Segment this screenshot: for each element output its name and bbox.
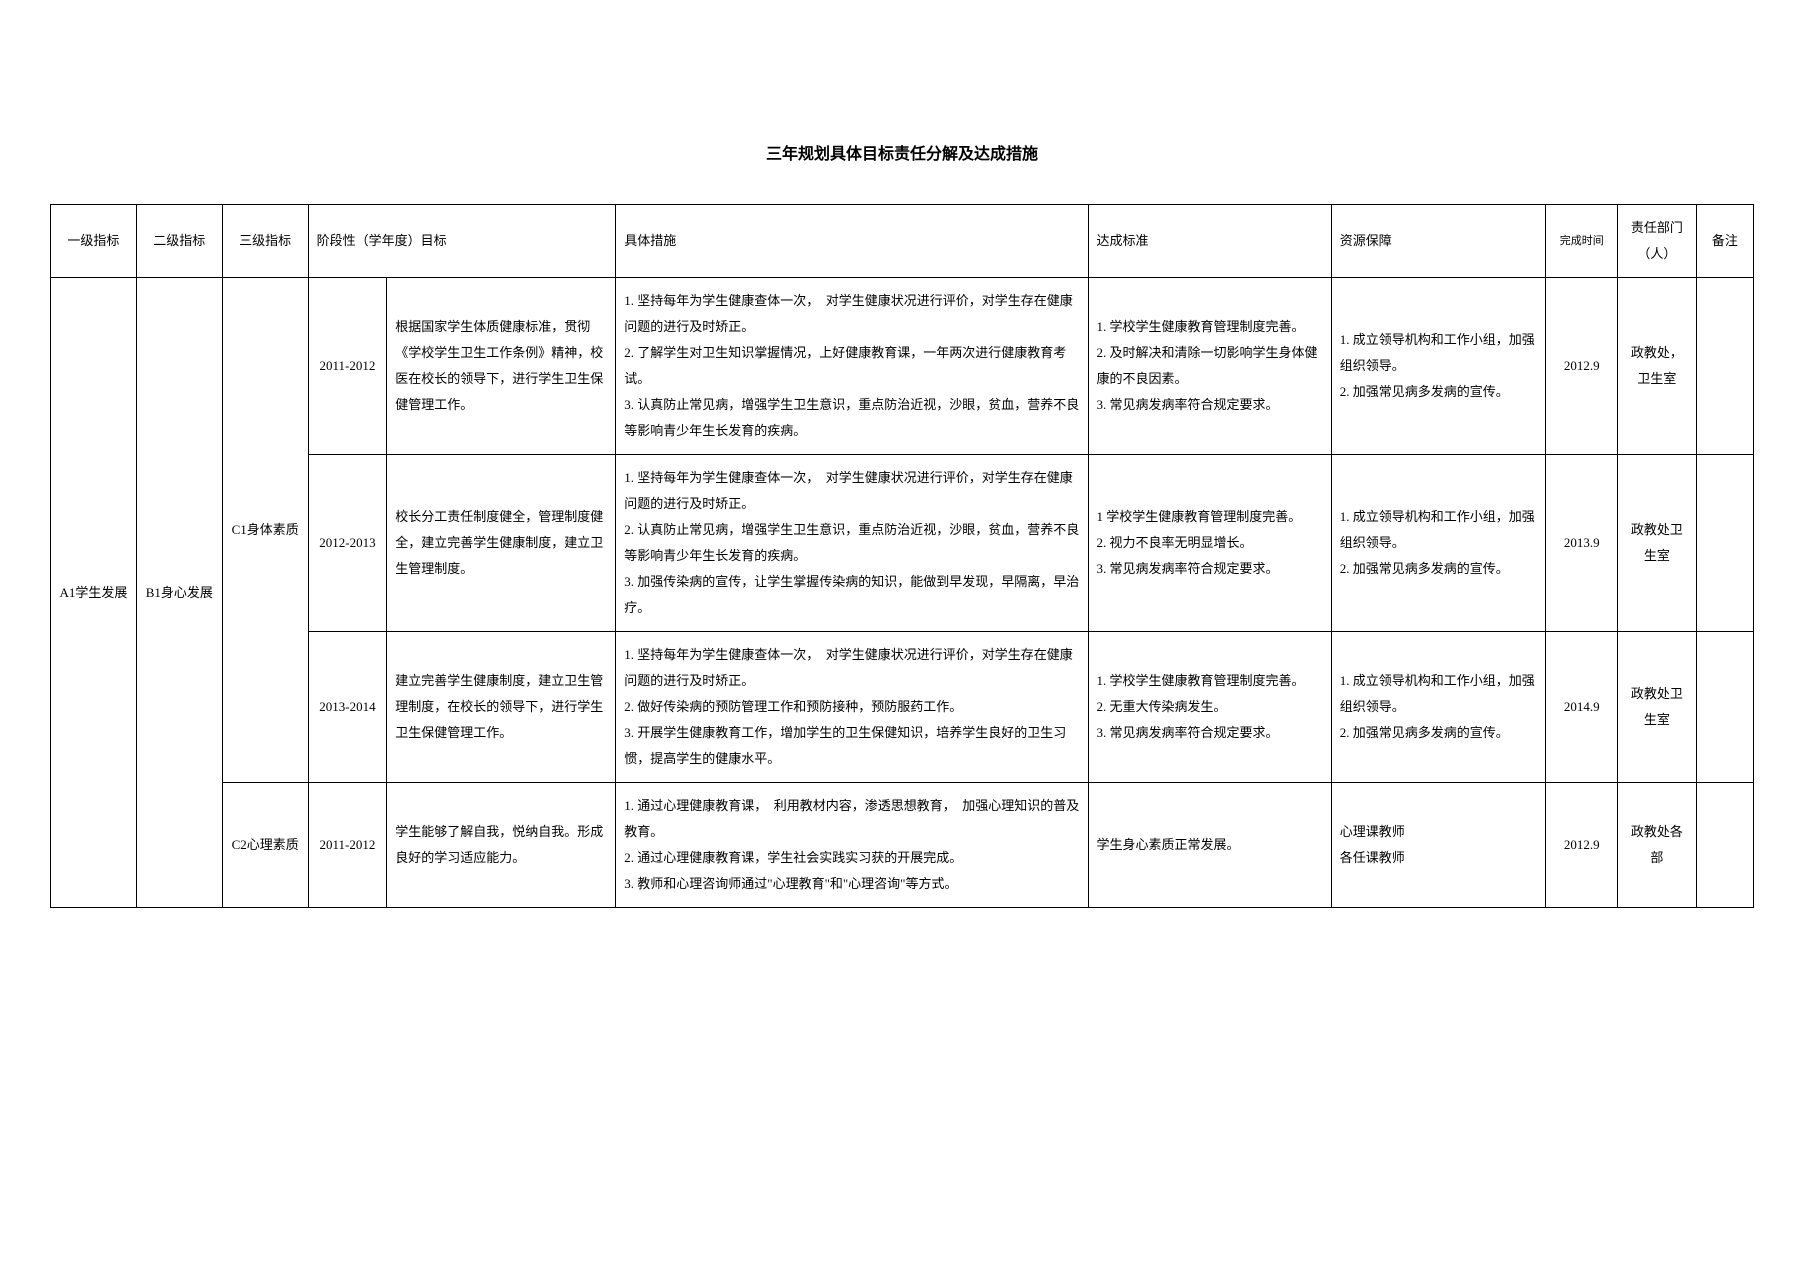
cell-dept: 政教处卫生室 xyxy=(1618,632,1697,783)
cell-dept: 政教处，卫生室 xyxy=(1618,278,1697,455)
cell-time: 2013.9 xyxy=(1546,455,1618,632)
cell-dept: 政教处各部 xyxy=(1618,783,1697,908)
planning-table: 一级指标 二级指标 三级指标 阶段性（学年度）目标 具体措施 达成标准 资源保障… xyxy=(50,204,1754,908)
cell-standard: 学生身心素质正常发展。 xyxy=(1088,783,1331,908)
cell-standard: 1. 学校学生健康教育管理制度完善。2. 无重大传染病发生。3. 常见病发病率符… xyxy=(1088,632,1331,783)
cell-measures: 1. 坚持每年为学生健康查体一次， 对学生健康状况进行评价，对学生存在健康问题的… xyxy=(616,278,1088,455)
cell-measures: 1. 通过心理健康教育课， 利用教材内容，渗透思想教育， 加强心理知识的普及教育… xyxy=(616,783,1088,908)
header-time: 完成时间 xyxy=(1546,205,1618,278)
header-level2: 二级指标 xyxy=(136,205,222,278)
cell-goal: 建立完善学生健康制度，建立卫生管理制度，在校长的领导下，进行学生卫生保健管理工作… xyxy=(387,632,616,783)
table-header-row: 一级指标 二级指标 三级指标 阶段性（学年度）目标 具体措施 达成标准 资源保障… xyxy=(51,205,1754,278)
page-title: 三年规划具体目标责任分解及达成措施 xyxy=(50,140,1754,164)
cell-resource: 1. 成立领导机构和工作小组，加强组织领导。2. 加强常见病多发病的宣传。 xyxy=(1331,278,1546,455)
cell-period: 2012-2013 xyxy=(308,455,387,632)
cell-period: 2011-2012 xyxy=(308,278,387,455)
cell-time: 2012.9 xyxy=(1546,278,1618,455)
cell-resource: 1. 成立领导机构和工作小组，加强组织领导。2. 加强常见病多发病的宣传。 xyxy=(1331,632,1546,783)
cell-goal: 校长分工责任制度健全，管理制度健全，建立完善学生健康制度，建立卫生管理制度。 xyxy=(387,455,616,632)
header-standard: 达成标准 xyxy=(1088,205,1331,278)
header-level1: 一级指标 xyxy=(51,205,137,278)
cell-goal: 学生能够了解自我，悦纳自我。形成良好的学习适应能力。 xyxy=(387,783,616,908)
header-resource: 资源保障 xyxy=(1331,205,1546,278)
cell-standard: 1. 学校学生健康教育管理制度完善。2. 及时解决和清除一切影响学生身体健康的不… xyxy=(1088,278,1331,455)
cell-resource: 心理课教师各任课教师 xyxy=(1331,783,1546,908)
cell-standard: 1 学校学生健康教育管理制度完善。2. 视力不良率无明显增长。3. 常见病发病率… xyxy=(1088,455,1331,632)
table-row: A1学生发展 B1身心发展 C1身体素质 2011-2012 根据国家学生体质健… xyxy=(51,278,1754,455)
cell-resource: 1. 成立领导机构和工作小组，加强组织领导。2. 加强常见病多发病的宣传。 xyxy=(1331,455,1546,632)
cell-note xyxy=(1696,632,1753,783)
cell-period: 2011-2012 xyxy=(308,783,387,908)
cell-dept: 政教处卫生室 xyxy=(1618,455,1697,632)
cell-note xyxy=(1696,278,1753,455)
header-note: 备注 xyxy=(1696,205,1753,278)
cell-note xyxy=(1696,783,1753,908)
header-measures: 具体措施 xyxy=(616,205,1088,278)
cell-goal: 根据国家学生体质健康标准，贯彻《学校学生卫生工作条例》精神，校医在校长的领导下，… xyxy=(387,278,616,455)
cell-time: 2012.9 xyxy=(1546,783,1618,908)
cell-time: 2014.9 xyxy=(1546,632,1618,783)
header-goal: 阶段性（学年度）目标 xyxy=(308,205,616,278)
cell-measures: 1. 坚持每年为学生健康查体一次， 对学生健康状况进行评价，对学生存在健康问题的… xyxy=(616,455,1088,632)
cell-level3-c2: C2心理素质 xyxy=(222,783,308,908)
cell-level2: B1身心发展 xyxy=(136,278,222,908)
cell-period: 2013-2014 xyxy=(308,632,387,783)
cell-measures: 1. 坚持每年为学生健康查体一次， 对学生健康状况进行评价，对学生存在健康问题的… xyxy=(616,632,1088,783)
cell-note xyxy=(1696,455,1753,632)
header-dept: 责任部门（人） xyxy=(1618,205,1697,278)
cell-level1: A1学生发展 xyxy=(51,278,137,908)
table-row: C2心理素质 2011-2012 学生能够了解自我，悦纳自我。形成良好的学习适应… xyxy=(51,783,1754,908)
cell-level3-c1: C1身体素质 xyxy=(222,278,308,783)
header-level3: 三级指标 xyxy=(222,205,308,278)
